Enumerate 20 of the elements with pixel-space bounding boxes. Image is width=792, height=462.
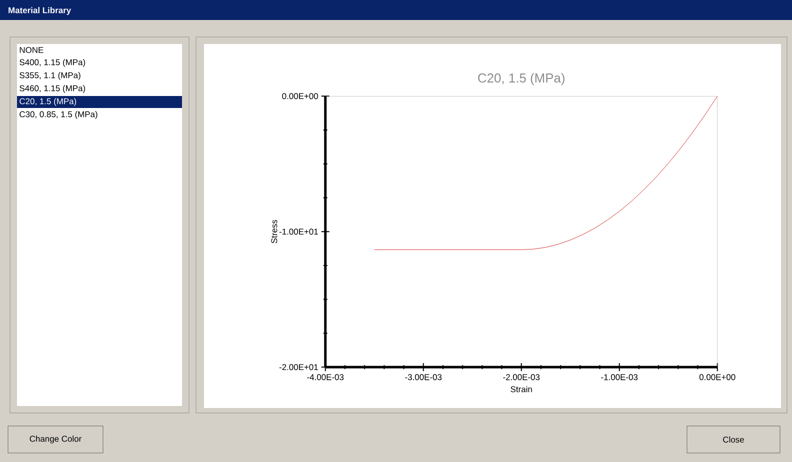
x-tick-label: -2.00E-03 [503,374,540,380]
chart-title: C20, 1.5 (MPa) [478,73,564,86]
text: Close [723,436,744,443]
y-axis-title: Stress [271,220,278,244]
y-tick-label: -2.00E+01 [279,364,318,370]
y-tick-label: 0.00E+00 [282,93,318,100]
x-axis-title: Strain [510,386,532,392]
x-tick-label: 0.00E+00 [699,374,736,380]
text: C30, 0.85, 1.5 (MPa) [20,111,98,119]
text: NONE [20,47,44,53]
text: S400, 1.15 (MPa) [20,59,86,67]
text: S355, 1.1 (MPa) [20,72,80,80]
text: Change Color [30,436,82,444]
text: S460, 1.15 (MPa) [20,85,86,93]
x-tick-label: -1.00E-03 [601,374,638,380]
text: C20, 1.5 (MPa) [20,98,76,106]
y-tick-label: -1.00E+01 [279,228,318,235]
x-tick-label: -3.00E-03 [405,374,442,380]
x-tick-label: -4.00E-03 [307,374,344,380]
text: Material Library [8,7,72,15]
